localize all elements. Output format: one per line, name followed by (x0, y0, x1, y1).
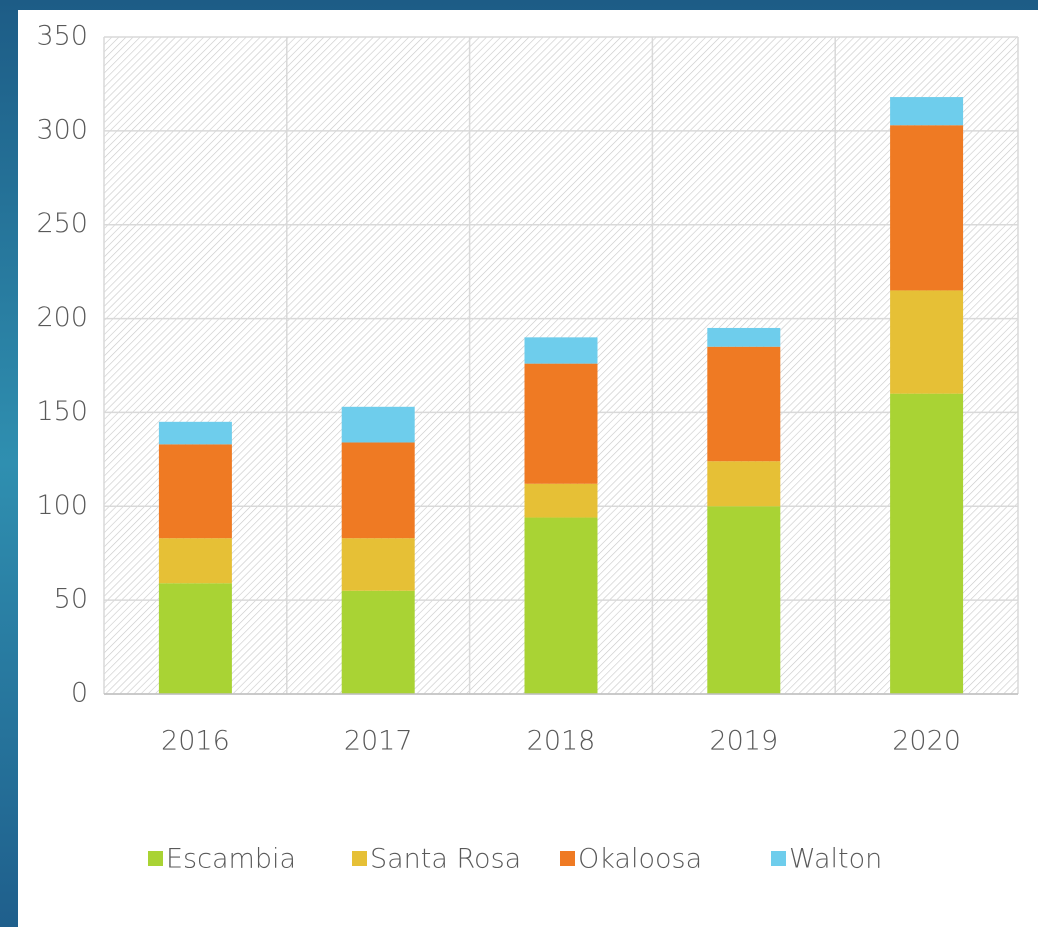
y-tick-label: 350 (36, 21, 88, 52)
bar-segment (890, 290, 964, 394)
bar-segment (707, 346, 781, 462)
bar-segment (707, 461, 781, 507)
y-tick-label: 0 (71, 678, 88, 709)
legend-swatch (560, 851, 575, 866)
legend-swatch (148, 851, 163, 866)
legend: Escambia Santa Rosa Okaloosa Walton (148, 844, 882, 875)
x-tick-label: 2020 (892, 726, 961, 757)
legend-label: Walton (789, 844, 882, 875)
bar-segment (524, 517, 598, 694)
y-tick-label: 50 (54, 584, 88, 615)
legend-swatch (352, 851, 367, 866)
x-tick-label: 2018 (527, 726, 596, 757)
x-tick-label: 2016 (161, 726, 230, 757)
bar-segment (158, 538, 232, 584)
y-tick-label: 300 (36, 114, 88, 145)
bar-segment (524, 363, 598, 484)
bar-segment (341, 442, 415, 539)
legend-label: Okaloosa (578, 844, 702, 875)
legend-swatch (771, 851, 786, 866)
legend-label: Santa Rosa (370, 844, 521, 875)
bar-segment (890, 125, 964, 291)
bar-segment (158, 444, 232, 539)
bar-segment (707, 327, 781, 347)
bar-segment (524, 483, 598, 518)
bar-segment (341, 590, 415, 694)
y-tick-label: 100 (36, 490, 88, 521)
bar-segment (890, 97, 964, 126)
bar-segment (524, 337, 598, 364)
y-tick-label: 200 (36, 302, 88, 333)
bar-segment (158, 583, 232, 694)
legend-label: Escambia (166, 844, 296, 875)
x-tick-label: 2017 (344, 726, 413, 757)
bar-segment (707, 506, 781, 694)
y-tick-label: 150 (36, 396, 88, 427)
bar-segment (890, 393, 964, 694)
y-tick-label: 250 (36, 208, 88, 239)
bar-segment (341, 538, 415, 591)
bar-segment (341, 406, 415, 443)
bar-segment (158, 421, 232, 445)
x-tick-label: 2019 (709, 726, 778, 757)
